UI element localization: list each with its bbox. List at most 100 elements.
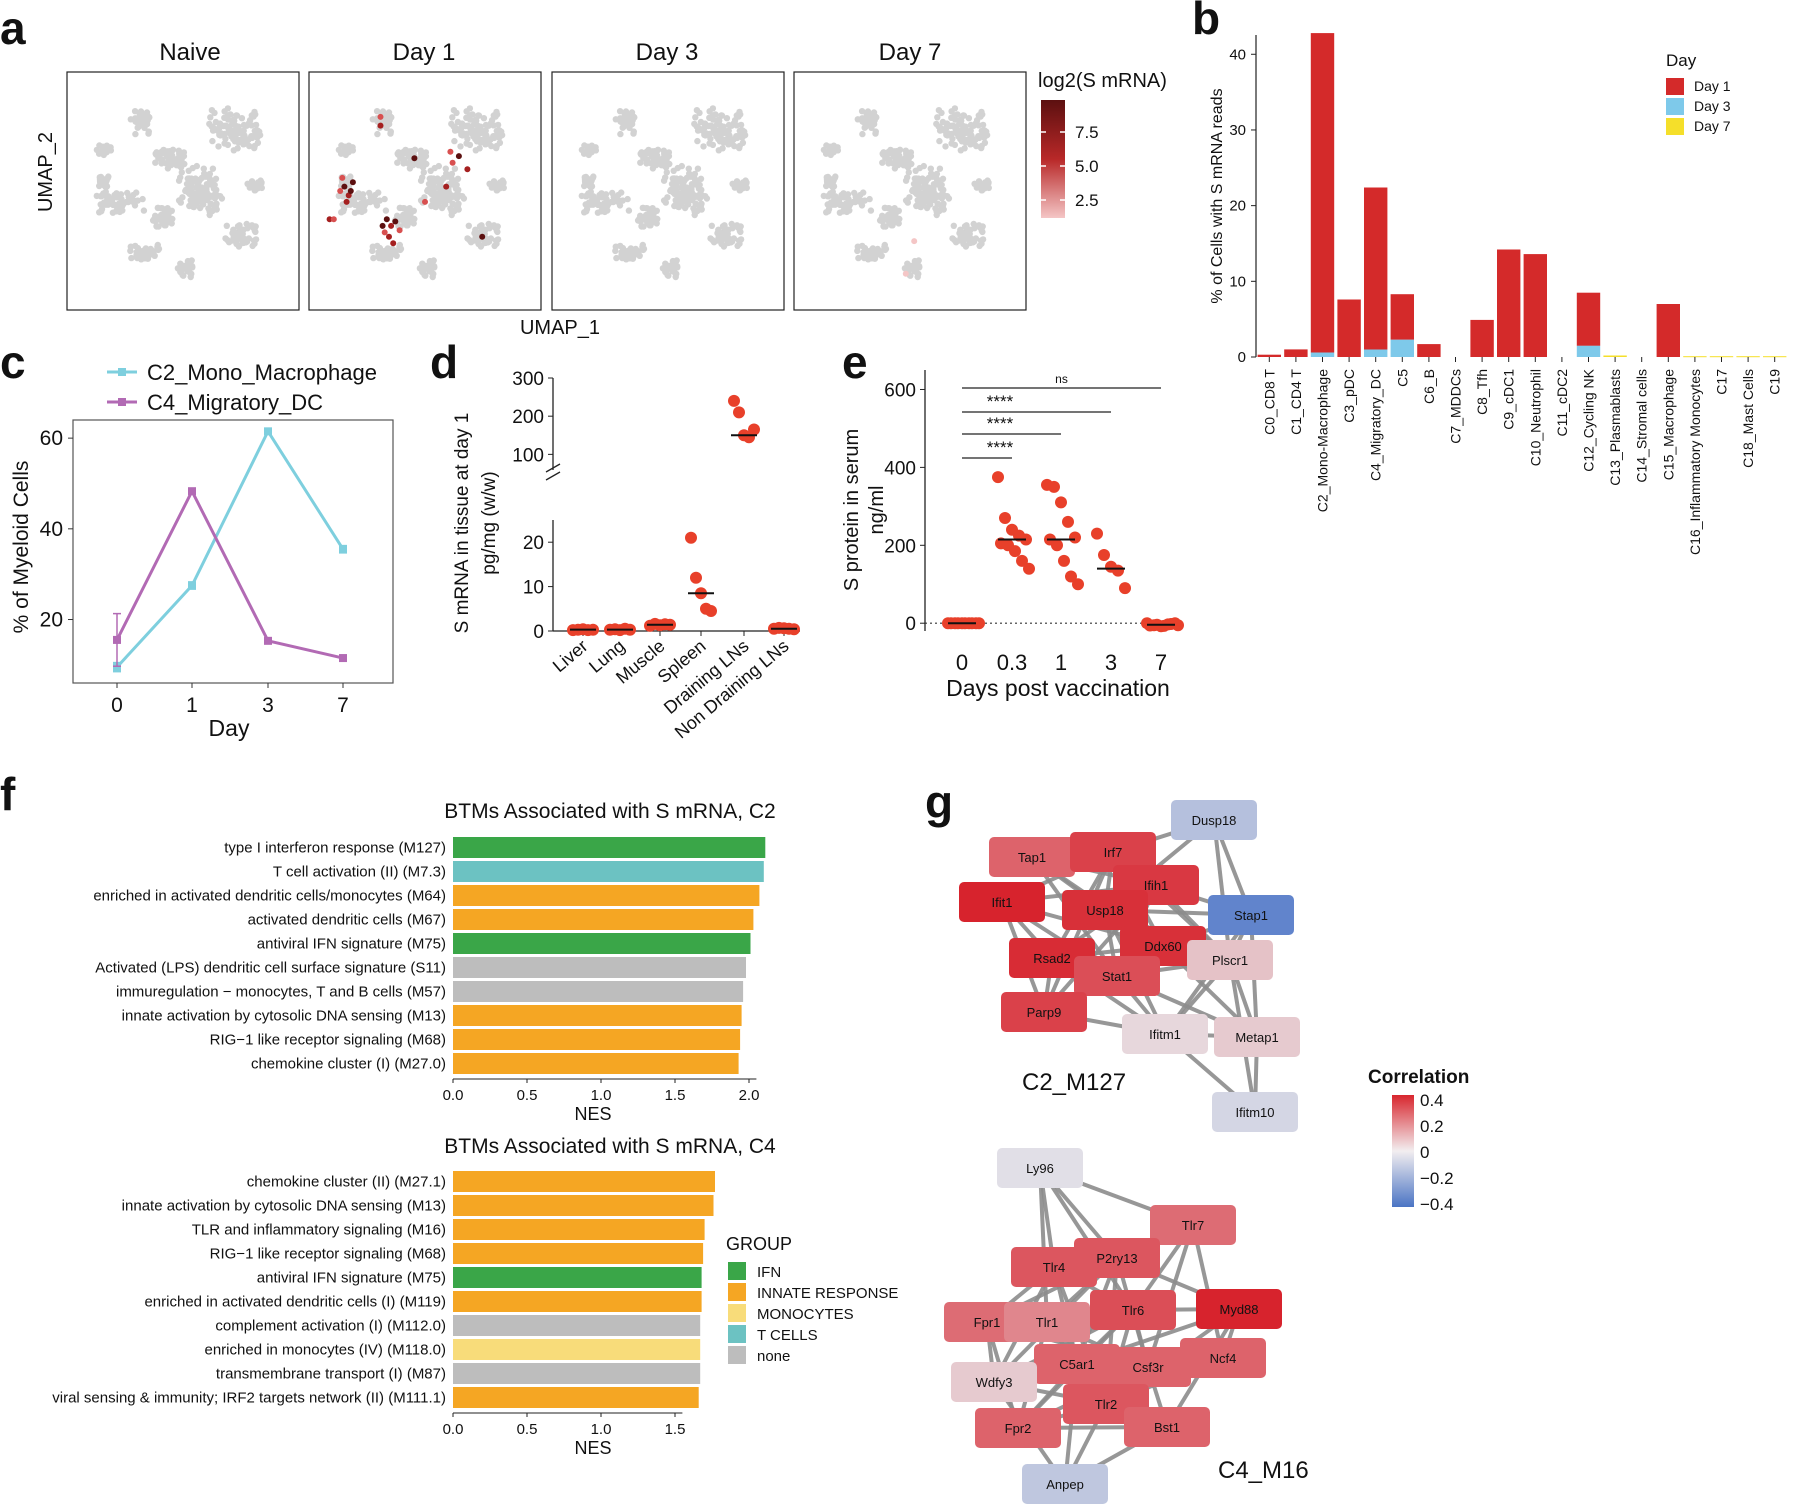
umap-cell [610, 198, 617, 206]
umap-cell [451, 123, 458, 130]
gene-node [989, 837, 1075, 877]
x-tick-label: C3_pDC [1341, 369, 1357, 423]
umap-cell [923, 204, 931, 212]
data-point [1091, 527, 1103, 540]
bar-day7 [1736, 356, 1760, 358]
umap-s-mrna-cell [396, 227, 403, 234]
gene-label: Tlr4 [1043, 1260, 1065, 1275]
x-tick-label: C12_Cycling NK [1581, 368, 1597, 471]
umap-cell [258, 179, 265, 186]
umap-cell [640, 204, 647, 212]
data-point [1009, 545, 1021, 558]
umap-cell [236, 242, 243, 249]
umap-cell [187, 273, 194, 281]
umap-cell [421, 194, 428, 201]
y-tick-label: 600 [884, 380, 916, 401]
x-tick-label: C4_Migratory_DC [1368, 369, 1384, 481]
umap-s-mrna-cell [388, 222, 395, 229]
umap-cell [582, 193, 589, 200]
umap-cell [393, 252, 400, 259]
umap-cell [961, 145, 968, 152]
nes-bar [453, 1195, 714, 1216]
term-label: antiviral IFN signature (M75) [257, 935, 446, 952]
umap-cell [681, 204, 689, 212]
network-c4-m16: Ly96 Tlr7 P2ry13 Tlr4 Fpr1 Tlr1 Tlr6 Myd88 C5ar1… [944, 1148, 1282, 1504]
umap-s-mrna-cell [447, 148, 454, 155]
umap-cell [926, 185, 933, 192]
umap-cell [858, 202, 866, 209]
gene-node [959, 882, 1045, 922]
x-tick-label: C14_Stromal cells [1634, 369, 1650, 483]
x-axis-title: NES [574, 1104, 611, 1124]
x-tick-label: 1.5 [665, 1087, 686, 1104]
term-label: TLR and inflammatory signaling (M16) [192, 1221, 446, 1238]
nes-bar [453, 1339, 701, 1360]
axis-break-mark [545, 463, 561, 473]
umap-cell [177, 199, 184, 206]
umap-cell [354, 202, 361, 209]
bar-day1 [1470, 319, 1494, 357]
umap-cell [912, 167, 919, 174]
y-tick-label: 10 [523, 578, 544, 599]
network-edge [1212, 819, 1232, 961]
umap-cell [429, 273, 436, 281]
umap-cell [145, 113, 152, 121]
umap-cell [131, 108, 139, 115]
term-label: complement activation (I) (M112.0) [215, 1317, 446, 1334]
umap-cell [840, 194, 848, 201]
x-tick-label: 1 [186, 694, 198, 717]
umap-cell [985, 179, 992, 186]
umap-cell [339, 193, 346, 200]
nes-bar [453, 1315, 701, 1336]
y-tick-label: 40 [40, 518, 63, 541]
umap-s-mrna-cell [386, 233, 392, 240]
umap-cell [230, 131, 237, 138]
umap-cell [369, 243, 376, 250]
umap-cell [627, 119, 635, 127]
term-label: innate activation by cytosolic DNA sensi… [122, 1007, 446, 1024]
significance-label: **** [987, 438, 1014, 457]
x-tick-label: 1.0 [591, 1087, 612, 1104]
umap-cell [675, 203, 682, 211]
umap-cell [676, 195, 684, 202]
umap-cell [154, 243, 161, 251]
panel-letter-f: f [0, 768, 16, 820]
umap-cell [638, 151, 645, 158]
chart-title: BTMs Associated with S mRNA, C2 [444, 800, 775, 823]
x-tick-label: C0_CD8 T [1261, 369, 1277, 435]
umap-cell [616, 202, 624, 209]
umap-cell [478, 242, 485, 249]
x-axis-title: NES [574, 1438, 611, 1458]
x-tick-label: C2_Mono-Macrophage [1315, 369, 1331, 512]
umap-cell [928, 191, 935, 198]
umap-cell [869, 245, 876, 252]
umap-cell [403, 218, 410, 225]
gene-label: Tlr1 [1036, 1315, 1058, 1330]
umap-cell [958, 117, 965, 125]
umap-title-day7: Day 7 [879, 39, 942, 66]
umap-cell [375, 249, 382, 256]
y-tick-label: 300 [512, 369, 544, 390]
term-label: type I interferon response (M127) [224, 839, 446, 856]
umap-cell [733, 112, 740, 119]
umap-cell [373, 108, 381, 115]
umap-cell [933, 181, 941, 188]
umap-cell [716, 117, 723, 125]
umap-cell [152, 159, 159, 166]
panel-letter-e: e [842, 336, 868, 388]
umap-cell [957, 131, 964, 138]
umap-cell [879, 218, 886, 225]
umap-cell [490, 133, 497, 140]
term-label: viral sensing & immunity; IRF2 targets n… [52, 1389, 446, 1406]
chart-f2: BTMs Associated with S mRNA, C4 chemokine… [52, 1135, 776, 1458]
nes-bar [453, 1219, 705, 1240]
data-point [973, 617, 985, 630]
umap-cell [453, 195, 461, 202]
umap-cell [109, 209, 117, 216]
umap-cell [478, 222, 485, 229]
umap-cell [102, 188, 110, 196]
umap-cell [639, 243, 646, 251]
series-line-0 [115, 428, 345, 669]
bar-day3 [1576, 345, 1601, 357]
